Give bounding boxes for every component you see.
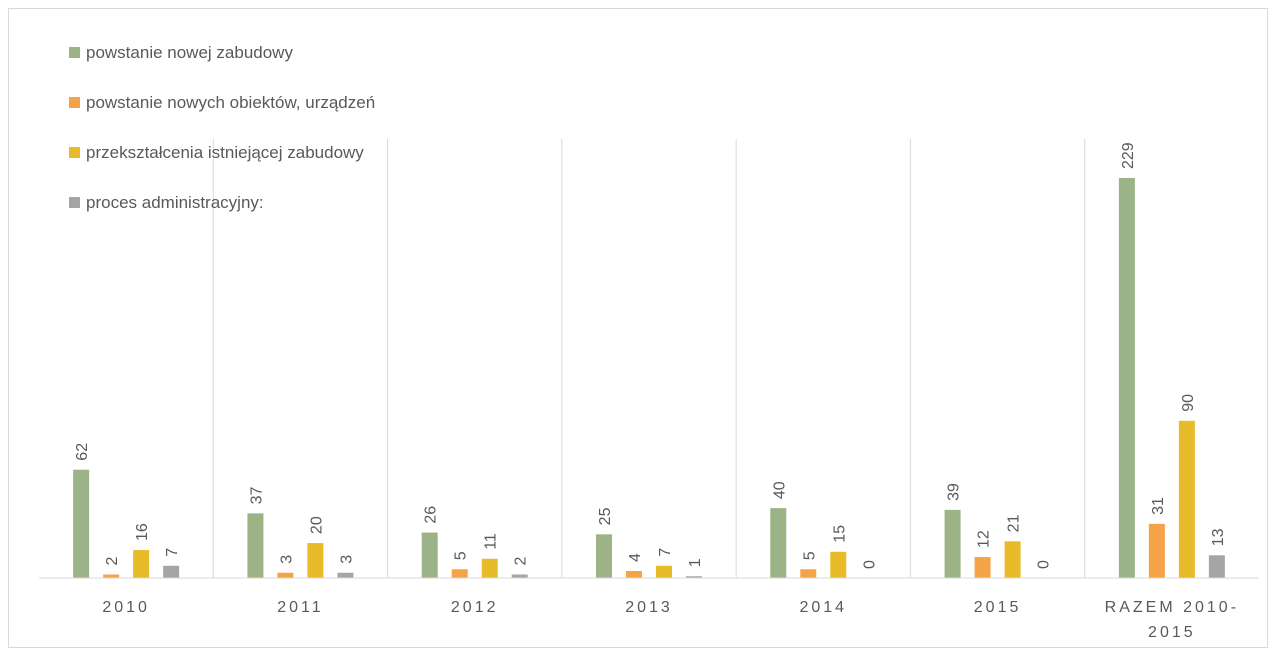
legend-swatch-1: [69, 97, 80, 108]
bar: [1178, 420, 1195, 578]
legend-label-0: powstanie nowej zabudowy: [86, 42, 293, 62]
data-label: 39: [946, 483, 963, 501]
bar: [974, 557, 991, 578]
legend-item-0: powstanie nowej zabudowy: [69, 41, 375, 64]
data-label: 37: [248, 486, 265, 504]
data-label: 7: [657, 548, 674, 557]
bar: [247, 513, 264, 578]
category-label: 2012: [451, 599, 499, 616]
legend-swatch-0: [69, 47, 80, 58]
bar: [626, 571, 642, 578]
bar: [337, 572, 354, 578]
data-label: 12: [976, 530, 993, 548]
legend-item-1: powstanie nowych obiektów, urządzeń: [69, 91, 375, 114]
data-label: 15: [831, 525, 848, 543]
data-label: 5: [453, 551, 470, 560]
data-label: 90: [1180, 394, 1197, 412]
data-label: 62: [74, 443, 91, 461]
bar: [1004, 541, 1021, 578]
bar: [73, 469, 90, 578]
bar: [103, 574, 120, 578]
bar: [133, 550, 150, 578]
data-label: 0: [1036, 560, 1053, 569]
bar: [511, 574, 528, 578]
data-label: 16: [134, 523, 151, 541]
data-label: 229: [1120, 142, 1137, 169]
bar: [830, 551, 847, 578]
bar: [800, 569, 817, 578]
data-label: 4: [627, 553, 644, 562]
bar: [481, 558, 498, 578]
data-label: 40: [771, 481, 788, 499]
data-label: 25: [597, 507, 614, 525]
data-label: 21: [1006, 514, 1023, 532]
data-label: 26: [423, 506, 440, 524]
bar: [421, 532, 438, 578]
data-label: 20: [308, 516, 325, 534]
legend: powstanie nowej zabudowy powstanie nowyc…: [69, 41, 375, 241]
legend-item-3: proces administracyjny:: [69, 191, 375, 214]
category-label: 2014: [799, 599, 847, 616]
bar: [163, 565, 180, 578]
bar: [596, 534, 612, 578]
data-label: 2: [513, 557, 530, 566]
legend-label-3: proces administracyjny:: [86, 192, 264, 212]
bar: [1118, 178, 1135, 578]
bar: [451, 569, 468, 578]
data-label: 3: [338, 555, 355, 564]
category-label: 2015: [1148, 624, 1196, 641]
bar: [1208, 555, 1225, 578]
data-label: 0: [861, 560, 878, 569]
data-label: 3: [278, 555, 295, 564]
data-label: 1: [687, 558, 704, 567]
legend-swatch-2: [69, 147, 80, 158]
bar: [1148, 523, 1165, 578]
data-label: 7: [164, 548, 181, 557]
data-label: 5: [801, 551, 818, 560]
bar: [277, 572, 294, 578]
data-label: 13: [1210, 528, 1227, 546]
legend-item-2: przekształcenia istniejącej zabudowy: [69, 141, 375, 164]
bar: [307, 543, 324, 578]
bar: [686, 576, 702, 578]
bar: [656, 565, 672, 578]
legend-swatch-3: [69, 197, 80, 208]
data-label: 31: [1150, 497, 1167, 515]
category-label: 2013: [625, 599, 673, 616]
data-label: 11: [483, 533, 500, 550]
legend-label-1: powstanie nowych obiektów, urządzeń: [86, 92, 376, 112]
category-label: 2015: [974, 599, 1022, 616]
legend-label-2: przekształcenia istniejącej zabudowy: [86, 142, 364, 162]
chart-frame: 62 37 26 25 40 39 229 2 3 5 4 5 12 31 16 20 11 7 15 21 90 7 3 2…: [8, 8, 1268, 648]
category-label: RAZEM 2010-: [1105, 599, 1239, 616]
data-label: 2: [104, 557, 121, 566]
bar: [944, 509, 961, 578]
bar: [770, 508, 787, 578]
category-label: 2011: [277, 599, 323, 616]
category-label: 2010: [102, 599, 150, 616]
